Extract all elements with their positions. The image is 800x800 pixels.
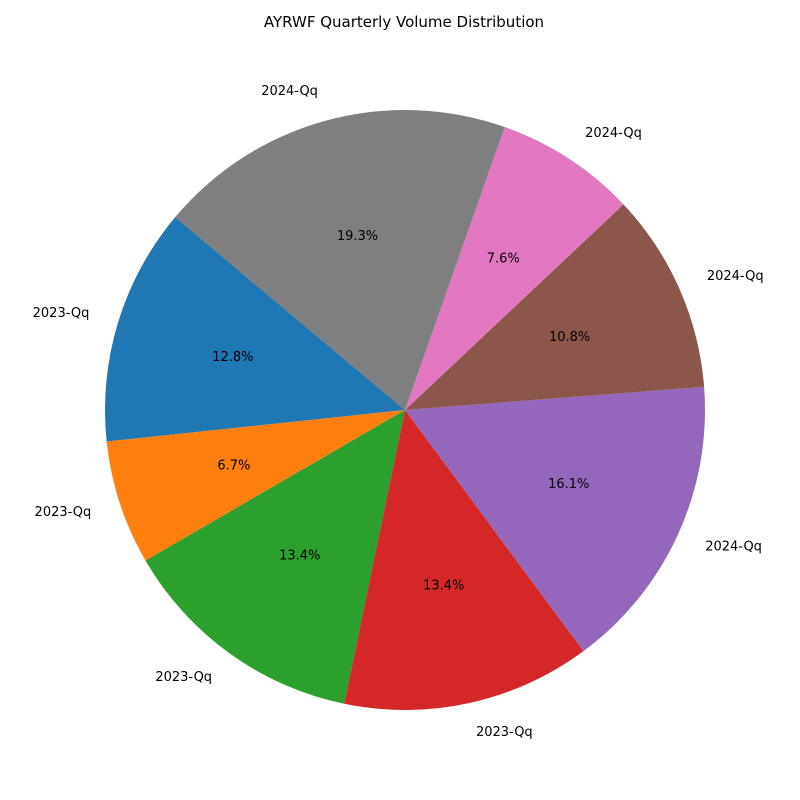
pie-slice-2 bbox=[106, 410, 405, 561]
pie-slice-7 bbox=[405, 127, 624, 410]
pie-label-2: 2023-Qq bbox=[35, 505, 92, 520]
pie-label-3: 2023-Qq bbox=[155, 670, 212, 685]
pie-slice-5 bbox=[405, 386, 705, 652]
pie-label-7: 2024-Qq bbox=[585, 126, 642, 141]
pie-label-4: 2023-Qq bbox=[476, 725, 533, 740]
pie-percent-8: 19.3% bbox=[337, 229, 378, 244]
pie-slice-3 bbox=[145, 410, 405, 704]
pie-percent-4: 13.4% bbox=[423, 578, 464, 593]
pie-percent-2: 6.7% bbox=[217, 458, 250, 473]
pie-outer-labels: 2023-Qq 2023-Qq 2023-Qq 2023-Qq 2024-Qq 2024-… bbox=[33, 84, 764, 740]
pie-slices bbox=[104, 110, 705, 710]
pie-label-8: 2024-Qq bbox=[261, 84, 318, 99]
pie-label-5: 2024-Qq bbox=[705, 540, 762, 555]
pie-slice-1 bbox=[104, 217, 405, 442]
pie-slice-4 bbox=[344, 410, 584, 710]
pie-percent-3: 13.4% bbox=[279, 549, 320, 564]
pie-label-1: 2023-Qq bbox=[33, 306, 90, 321]
pie-percent-1: 12.8% bbox=[212, 350, 253, 365]
pie-percent-6: 10.8% bbox=[549, 330, 590, 345]
pie-percent-labels: 12.8% 6.7% 13.4% 13.4% 16.1% 10.8% 7.6% 19.3% bbox=[212, 229, 590, 593]
chart-title: AYRWF Quarterly Volume Distribution bbox=[264, 13, 544, 31]
pie-percent-5: 16.1% bbox=[548, 477, 589, 492]
pie-slice-8 bbox=[175, 110, 505, 410]
pie-label-6: 2024-Qq bbox=[707, 269, 764, 284]
pie-percent-7: 7.6% bbox=[487, 252, 520, 267]
pie-slice-6 bbox=[405, 204, 705, 410]
